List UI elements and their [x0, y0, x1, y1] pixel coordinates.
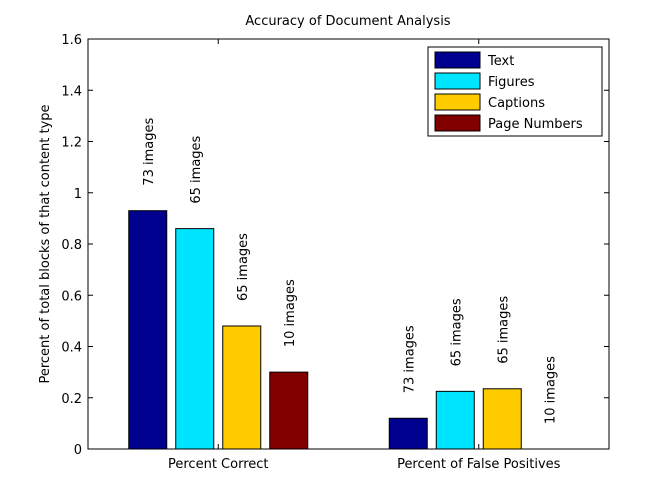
legend-label: Page Numbers: [488, 117, 583, 132]
bar-annotation: 65 images: [236, 233, 251, 301]
bar-annotation: 73 images: [402, 325, 417, 393]
legend-swatch: [434, 72, 481, 90]
bar: [435, 390, 475, 450]
y-tick-label: 1.4: [61, 84, 82, 99]
legend-label: Figures: [488, 75, 535, 90]
bar-annotations: 73 images 65 images 65 images 10 images 73 i…: [142, 118, 559, 424]
bar: [128, 210, 168, 450]
x-tick-label: Percent Correct: [168, 457, 269, 472]
bar: [388, 417, 428, 450]
bar-annotation: 65 images: [496, 296, 511, 364]
bar-annotation: 10 images: [283, 279, 298, 347]
bar-annotation: 10 images: [543, 356, 558, 424]
bar-annotation: 73 images: [142, 118, 157, 186]
y-tick-label: 1.2: [61, 136, 82, 151]
chart-title: Accuracy of Document Analysis: [245, 14, 450, 29]
bar-annotation: 65 images: [449, 298, 464, 366]
legend-swatch: [434, 93, 481, 111]
bar-annotation: 65 images: [189, 135, 204, 203]
legend-label: Text: [487, 54, 514, 69]
legend-swatch: [434, 51, 481, 69]
y-tick-label: 0.6: [61, 289, 82, 304]
x-tick-label: Percent of False Positives: [397, 457, 561, 472]
legend-label: Captions: [488, 96, 545, 111]
bar: [269, 371, 309, 450]
legend: Text Figures Captions Page Numbers: [427, 46, 603, 137]
y-tick-label: 0.2: [61, 392, 82, 407]
y-tick-label: 0.4: [61, 341, 82, 356]
y-tick-label: 1.6: [61, 33, 82, 48]
legend-swatch: [434, 114, 481, 132]
y-axis-title: Percent of total blocks of that content …: [38, 104, 53, 383]
bar: [175, 228, 215, 450]
bar: [222, 325, 262, 450]
y-tick-label: 1: [74, 187, 82, 202]
y-tick-label: 0.8: [61, 238, 82, 253]
y-axis: 0 0.2 0.4 0.6 0.8 1 1.2 1.4 1.6: [61, 33, 609, 458]
x-axis: Percent Correct Percent of False Positive…: [168, 39, 561, 472]
bar: [482, 388, 522, 450]
bars: [128, 210, 522, 450]
y-tick-label: 0: [74, 443, 82, 458]
